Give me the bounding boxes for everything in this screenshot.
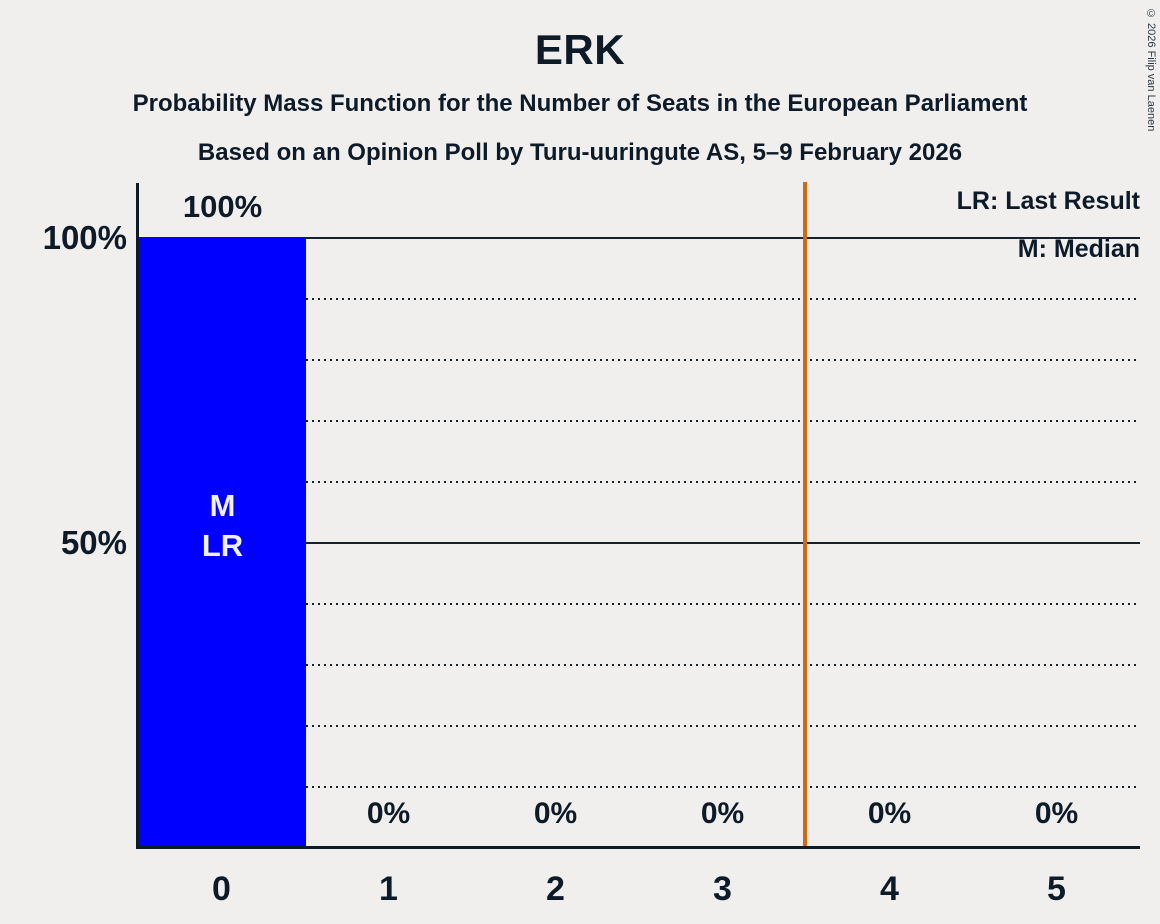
- y-tick-50: 50%: [60, 524, 127, 561]
- gridline-60pct: [138, 481, 1140, 483]
- value-label-seats-2: 0%: [533, 797, 578, 830]
- gridline-80pct: [138, 359, 1140, 361]
- bar-seats-0: [139, 238, 306, 848]
- gridline-40pct: [138, 603, 1140, 605]
- chart-source-line: Based on an Opinion Poll by Turu-uuringu…: [197, 139, 963, 166]
- gridline-100pct: [138, 237, 1140, 239]
- gridline-90pct: [138, 298, 1140, 300]
- chart-title: ERK: [534, 26, 626, 73]
- x-tick-5: 5: [1047, 870, 1066, 908]
- value-label-seats-1: 0%: [366, 797, 411, 830]
- gridline-10pct: [138, 786, 1140, 788]
- majority-threshold-line: [803, 182, 807, 847]
- x-tick-4: 4: [880, 870, 899, 908]
- y-tick-100: 100%: [42, 219, 127, 256]
- gridline-70pct: [138, 420, 1140, 422]
- x-tick-1: 1: [379, 870, 398, 908]
- x-tick-0: 0: [212, 870, 231, 908]
- x-tick-2: 2: [546, 870, 565, 908]
- bar-median-lastresult-labels: M LR: [201, 488, 244, 563]
- value-label-seats-3: 0%: [700, 797, 745, 830]
- chart-subtitle: Probability Mass Function for the Number…: [132, 90, 1028, 117]
- legend-last-result: LR: Last Result: [956, 187, 1140, 215]
- gridline-20pct: [138, 725, 1140, 727]
- x-tick-3: 3: [713, 870, 732, 908]
- gridline-30pct: [138, 664, 1140, 666]
- y-axis: [136, 183, 139, 848]
- legend-median: M: Median: [1017, 235, 1140, 263]
- x-axis: [136, 846, 1140, 849]
- gridline-50pct: [138, 542, 1140, 544]
- bar-value-label-0: 100%: [182, 189, 263, 224]
- value-label-seats-5: 0%: [1034, 797, 1079, 830]
- value-label-seats-4: 0%: [867, 797, 912, 830]
- copyright-notice: © 2026 Filip van Laenen: [1145, 8, 1157, 132]
